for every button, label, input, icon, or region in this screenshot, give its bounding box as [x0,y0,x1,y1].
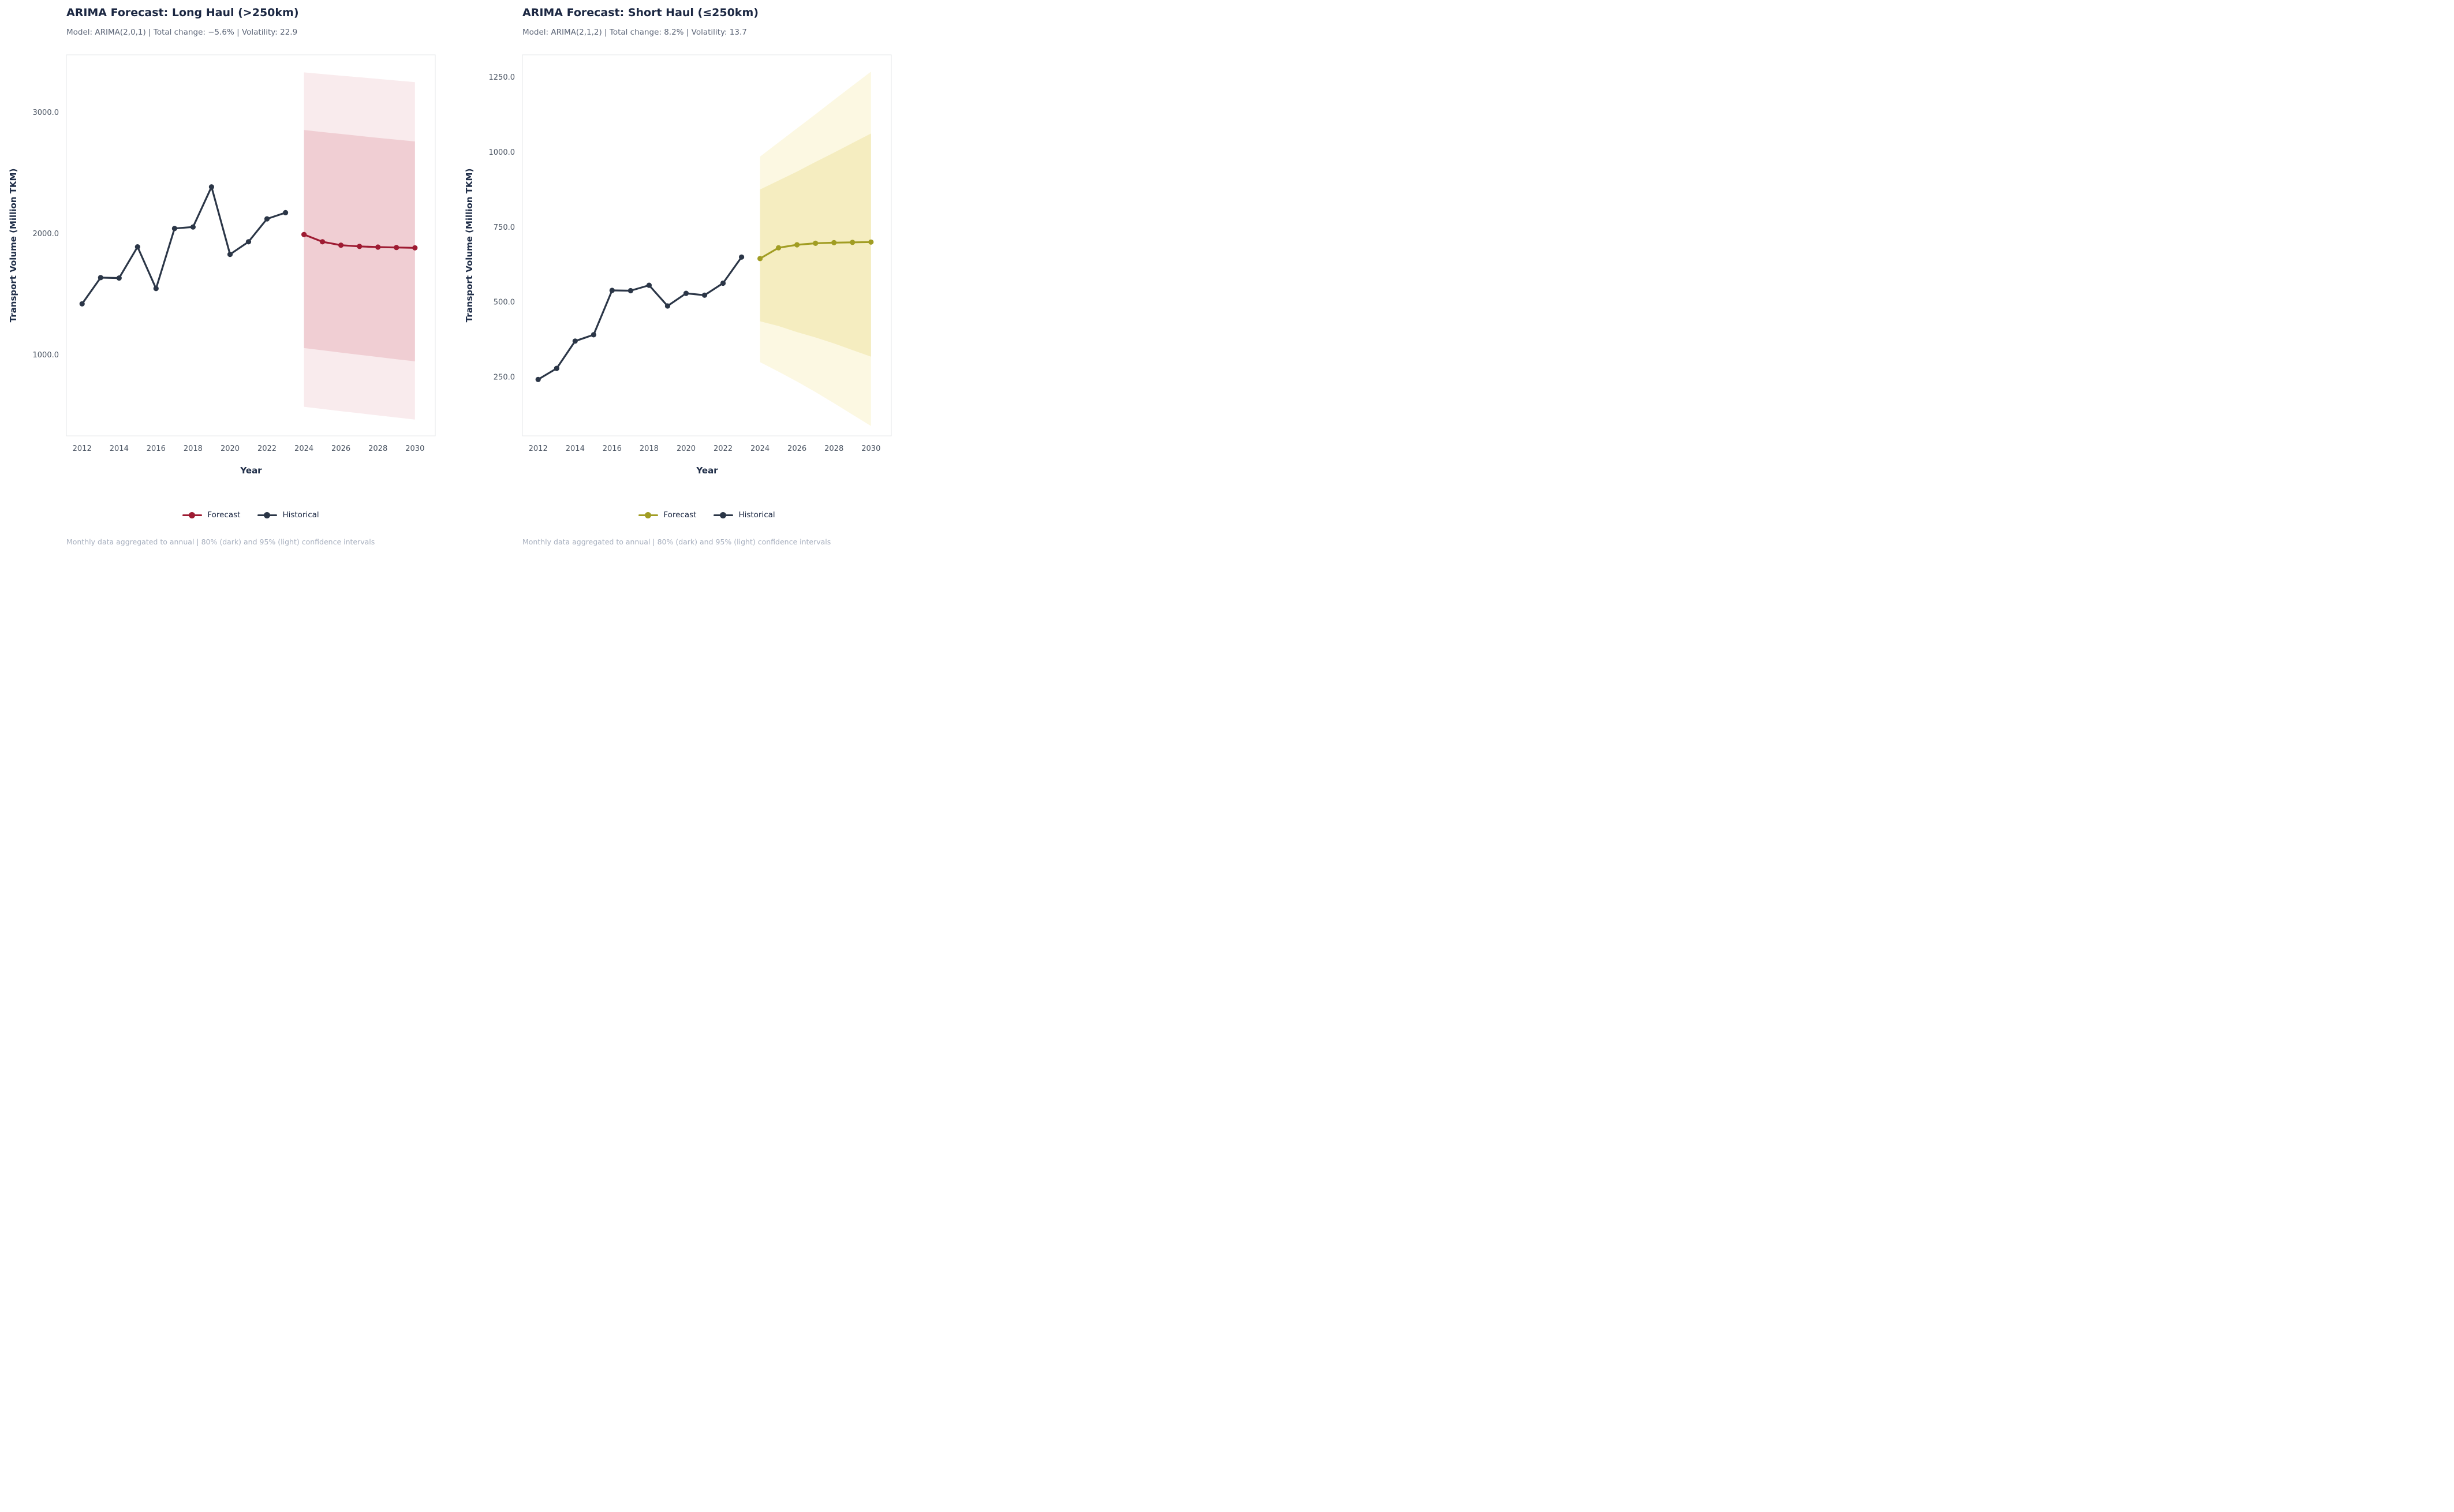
x-tick-label: 2020 [677,445,696,453]
x-axis-label: Year [696,465,718,476]
x-tick-label: 2028 [824,445,843,453]
legend: Forecast Historical [66,510,435,520]
forecast-point [813,240,819,246]
chart-subtitle: Model: ARIMA(2,0,1) | Total change: −5.6… [66,28,298,37]
legend-label: Forecast [207,510,241,520]
x-tick-label: 2030 [861,445,880,453]
historical-line-marker-icon [257,512,278,519]
y-axis-label: Transport Volume (Million TKM) [464,168,475,323]
y-tick-label: 750.0 [494,223,515,232]
x-tick-label: 2014 [566,445,585,453]
x-tick-label: 2022 [257,445,277,453]
x-tick-label: 2030 [405,445,424,453]
legend-item-historical: Historical [257,510,319,520]
historical-point [245,239,252,245]
historical-point [283,210,289,215]
forecast-point [868,239,874,245]
historical-point [264,216,270,222]
chart-footnote: Monthly data aggregated to annual | 80% … [66,537,375,546]
historical-point [646,282,652,288]
x-tick-label: 2012 [529,445,548,453]
historical-point [701,292,708,298]
y-tick-label: 1000.0 [489,148,516,157]
y-tick-label: 1250.0 [489,73,516,82]
historical-point [98,275,103,281]
y-tick-label: 1000.0 [33,351,59,360]
legend-label: Historical [738,510,775,520]
x-tick-label: 2028 [368,445,387,453]
historical-point [79,301,85,307]
legend-item-forecast: Forecast [182,510,240,520]
historical-point [190,224,196,230]
historical-point [627,288,633,294]
forecast-point [375,244,381,250]
historical-point [116,275,122,281]
forecast-point [338,242,344,248]
historical-point [572,338,578,344]
chart-panel-short-haul: 1250.0 1000.0 750.0 500.0 250.0 2012 2014 2016 2… [446,0,892,550]
forecast-point [357,244,363,249]
historical-point [171,226,177,232]
chart-footnote: Monthly data aggregated to annual | 80% … [522,537,831,546]
x-tick-label: 2014 [110,445,129,453]
x-tick-label: 2022 [714,445,733,453]
legend-label: Historical [282,510,319,520]
x-tick-label: 2026 [787,445,806,453]
historical-point [227,252,233,257]
plot-area-long-haul: 3000.0 2000.0 1000.0 2012 2014 2016 2018 2020 20… [33,54,436,453]
x-tick-label: 2012 [73,445,92,453]
historical-point [535,376,541,382]
chart-title: ARIMA Forecast: Long Haul (>250km) [66,6,299,19]
x-tick-label: 2024 [750,445,770,453]
y-tick-label: 500.0 [494,298,515,307]
x-axis-label: Year [240,465,262,476]
y-tick-label: 3000.0 [33,109,59,117]
forecast-line-marker-icon [182,512,203,519]
x-tick-label: 2016 [603,445,622,453]
forecast-point [776,245,782,251]
historical-point [554,365,559,371]
legend-item-forecast: Forecast [638,510,696,520]
forecast-point [301,232,307,237]
forecast-point [757,256,763,262]
x-tick-label: 2018 [640,445,659,453]
x-tick-label: 2018 [184,445,203,453]
forecast-point [394,245,399,251]
x-tick-label: 2020 [221,445,240,453]
historical-point [683,290,689,296]
historical-point [739,254,745,260]
x-tick-label: 2016 [147,445,166,453]
y-axis-label: Transport Volume (Million TKM) [8,168,18,323]
historical-point [208,184,214,190]
forecast-line-marker-icon [638,512,659,519]
historical-point [135,244,140,250]
chart-title: ARIMA Forecast: Short Haul (≤250km) [522,6,759,19]
forecast-point [412,245,418,251]
forecast-point [831,240,837,245]
historical-point [609,288,615,293]
historical-point [591,332,596,338]
y-tick-label: 250.0 [494,374,515,382]
legend-item-historical: Historical [714,510,775,520]
historical-point [664,303,670,309]
historical-line [537,256,743,380]
historical-point [720,280,726,286]
historical-line [81,186,287,305]
forecast-point [320,239,326,245]
x-tick-label: 2026 [331,445,350,453]
arima-forecast-figure: 3000.0 2000.0 1000.0 2012 2014 2016 2018 2020 20… [0,0,893,550]
legend: Forecast Historical [522,510,891,520]
forecast-point [794,242,800,248]
legend-label: Forecast [663,510,697,520]
plot-area-short-haul: 1250.0 1000.0 750.0 500.0 250.0 2012 2014 2016 2… [489,54,892,453]
y-tick-label: 2000.0 [33,230,59,238]
forecast-point [850,240,856,245]
historical-point [153,286,159,292]
x-tick-label: 2024 [294,445,313,453]
chart-subtitle: Model: ARIMA(2,1,2) | Total change: 8.2%… [522,28,747,37]
historical-line-marker-icon [714,512,734,519]
chart-panel-long-haul: 3000.0 2000.0 1000.0 2012 2014 2016 2018 2020 20… [0,0,446,550]
